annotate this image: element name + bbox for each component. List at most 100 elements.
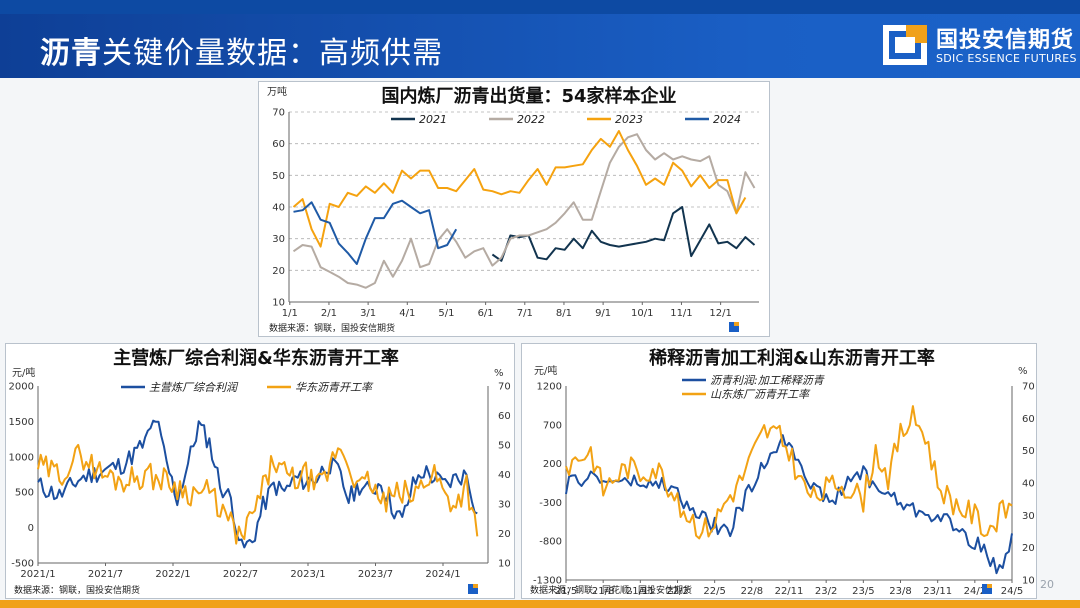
x-tick-label: 2023/1: [290, 569, 325, 580]
source-logo-icon: [729, 322, 739, 332]
y2-axis-label: %: [1018, 366, 1028, 377]
y-tick-label: 20: [272, 266, 285, 277]
x-tick-label: 4/1: [399, 308, 415, 319]
legend-label: 2024: [713, 113, 741, 126]
source-note: 数据来源：钢联，同花顺，国投安信期货: [530, 584, 692, 596]
y2-tick-label: 40: [498, 470, 511, 481]
x-tick-label: 2023/7: [358, 569, 393, 580]
y-tick-label: 40: [272, 203, 285, 214]
y2-axis-label: %: [494, 368, 504, 379]
y-axis-label: 万吨: [267, 85, 287, 98]
series-line-0: [491, 206, 756, 262]
source-logo-accent-icon: [473, 584, 478, 588]
slide-title: 沥青关键价量数据：高频供需: [40, 28, 443, 72]
legend-label: 2022: [517, 113, 545, 126]
x-tick-label: 24/2: [964, 586, 986, 597]
x-tick-label: 22/8: [741, 586, 763, 597]
chart-title: 国内炼厂沥青出货量：54家样本企业: [381, 85, 676, 107]
series-line-1: [292, 133, 756, 289]
x-tick-label: 11/1: [670, 308, 692, 319]
slide-title-rest: 关键价量数据：高频供需: [102, 36, 443, 71]
x-tick-label: 1/1: [282, 308, 298, 319]
page-number: 20: [1040, 578, 1054, 591]
y2-tick-label: 50: [498, 441, 511, 452]
x-tick-label: 12/1: [709, 308, 731, 319]
legend-label: 山东炼厂沥青开工率: [710, 388, 811, 401]
y-tick-label: 30: [272, 234, 285, 245]
x-tick-label: 22/5: [703, 586, 725, 597]
source-logo-accent-icon: [987, 584, 992, 588]
series-line-1: [565, 405, 1013, 540]
y2-tick-label: 70: [498, 382, 511, 393]
chart-panel-refinery-profit: 主营炼厂综合利润&华东沥青开工率元/吨% -500 0 500 1000 1500 2000…: [5, 343, 515, 599]
y-tick-label: 70: [272, 108, 285, 119]
series-line-0: [565, 434, 1013, 575]
source-logo-icon: [982, 584, 992, 594]
source-note: 数据来源：钢联，国投安信期货: [269, 322, 395, 334]
company-name-en: SDIC ESSENCE FUTURES: [936, 52, 1077, 65]
x-tick-label: 5/1: [438, 308, 454, 319]
top-accent-bar: [0, 0, 1080, 14]
x-tick-label: 24/5: [1001, 586, 1023, 597]
x-tick-label: 2022/7: [223, 569, 258, 580]
legend-label: 2021: [419, 113, 447, 126]
y-axis-label: 元/吨: [534, 364, 557, 377]
y2-tick-label: 20: [1022, 543, 1035, 554]
y-tick-label: -500: [11, 559, 34, 570]
x-tick-label: 10/1: [631, 308, 653, 319]
chart-panel-diluted-profit: 稀释沥青加工利润&山东沥青开工率 元/吨% -1300 -800 -300 200 700 1…: [521, 343, 1037, 599]
y-tick-label: 500: [15, 488, 34, 499]
y2-tick-label: 60: [1022, 414, 1035, 425]
series-line-3: [293, 199, 458, 265]
slide-title-bold: 沥青: [40, 36, 102, 71]
x-tick-label: 2022/1: [155, 569, 190, 580]
legend-label: 2023: [615, 113, 643, 126]
source-note: 数据来源：钢联，国投安信期货: [14, 584, 140, 596]
x-tick-label: 23/5: [852, 586, 874, 597]
y2-tick-label: 10: [498, 559, 511, 570]
y-tick-label: 200: [543, 459, 562, 470]
y-tick-label: 2000: [9, 382, 34, 393]
slide-header: 沥青关键价量数据：高频供需 国投安信期货 SDIC ESSENCE FUTURE…: [0, 14, 1080, 78]
legend-label: 主营炼厂综合利润: [149, 381, 239, 394]
x-tick-label: 8/1: [556, 308, 572, 319]
series-line-2: [292, 130, 747, 248]
x-tick-label: 6/1: [478, 308, 494, 319]
bottom-accent-bar: [0, 600, 1080, 608]
x-tick-label: 2021/7: [88, 569, 123, 580]
y-tick-label: 50: [272, 171, 285, 182]
y-tick-label: -1300: [533, 576, 562, 587]
y2-tick-label: 20: [498, 529, 511, 540]
x-tick-label: 23/2: [815, 586, 837, 597]
x-tick-label: 2021/1: [20, 569, 55, 580]
source-logo-icon: [468, 584, 478, 594]
y-axis-label: 元/吨: [12, 366, 35, 379]
y2-tick-label: 30: [498, 500, 511, 511]
y-tick-label: 1000: [9, 452, 34, 463]
y2-tick-label: 50: [1022, 446, 1035, 457]
x-tick-label: 7/1: [517, 308, 533, 319]
legend-label: 华东沥青开工率: [295, 381, 374, 394]
x-tick-label: 21/8: [592, 586, 614, 597]
y2-tick-label: 10: [1022, 576, 1035, 587]
chart-panel-shipments: 国内炼厂沥青出货量：54家样本企业 万吨 10 20 30 40 50 60 70 1/1 2/1 3…: [258, 81, 770, 337]
company-logo-icon: [883, 25, 927, 65]
y-tick-label: -800: [539, 537, 562, 548]
y2-tick-label: 60: [498, 411, 511, 422]
shipments-chart: 国内炼厂沥青出货量：54家样本企业 万吨 10 20 30 40 50 60 70 1/1 2/1 3…: [267, 85, 759, 334]
y-tick-label: 1500: [9, 417, 34, 428]
y2-tick-label: 30: [1022, 511, 1035, 522]
chart-title: 主营炼厂综合利润&华东沥青开工率: [113, 347, 399, 369]
y-tick-label: 1200: [537, 382, 562, 393]
x-tick-label: 2024/1: [425, 569, 460, 580]
company-name: 国投安信期货: [936, 28, 1075, 53]
series-line-0: [37, 419, 478, 549]
y-tick-label: 0: [28, 523, 34, 534]
y-tick-label: 700: [543, 420, 562, 431]
y-tick-label: 10: [272, 298, 285, 309]
series-line-1: [37, 443, 479, 545]
x-tick-label: 21/5: [555, 586, 577, 597]
source-logo-accent-icon: [734, 322, 739, 326]
